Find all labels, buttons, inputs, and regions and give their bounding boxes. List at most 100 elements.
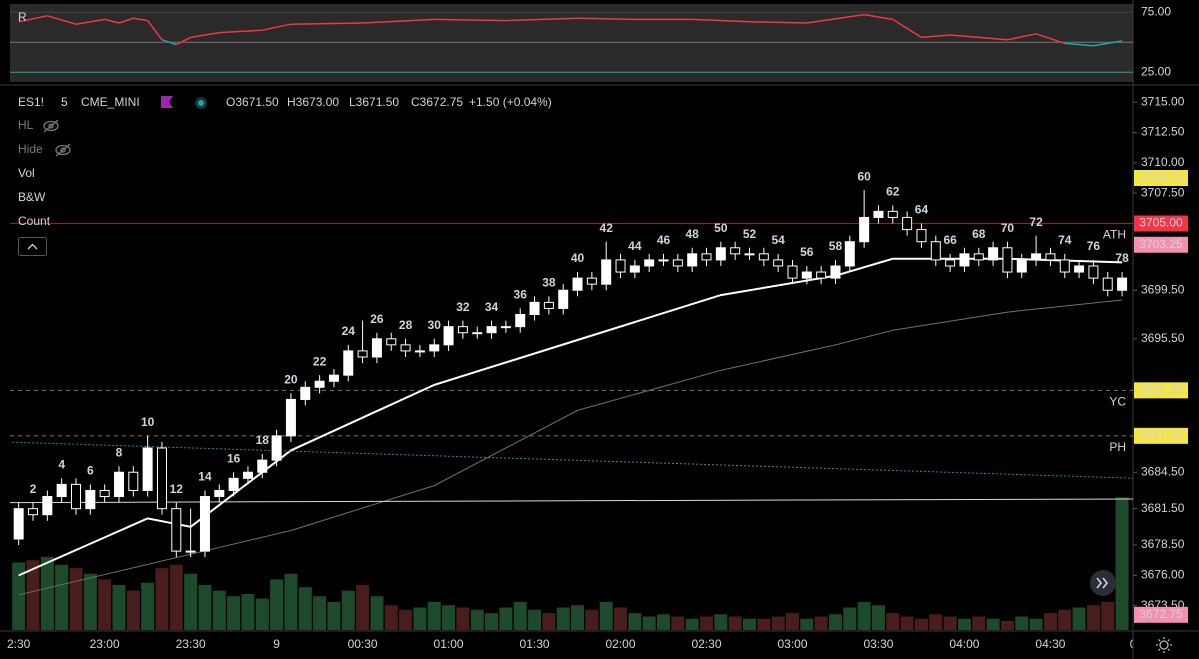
- volume-bar: [771, 616, 785, 630]
- count-label: 56: [800, 245, 814, 259]
- volume-bar: [313, 596, 327, 630]
- ohlc-close: C3672.75: [411, 95, 463, 109]
- count-label: 70: [1001, 221, 1015, 235]
- count-label: 50: [714, 221, 728, 235]
- volume-bar: [83, 573, 97, 630]
- count-label: 20: [284, 373, 298, 387]
- candle-body: [85, 489, 96, 510]
- ohlc-change: +1.50 (+0.04%): [469, 95, 552, 109]
- count-label: 44: [628, 239, 642, 253]
- candle-body: [887, 210, 898, 218]
- time-label: 00:30: [348, 637, 378, 651]
- volume-bar: [714, 614, 728, 630]
- candle-body: [228, 477, 239, 491]
- candle-body: [56, 483, 67, 498]
- candle-body: [500, 326, 511, 329]
- interval[interactable]: 5: [61, 95, 68, 109]
- count-label: 72: [1029, 215, 1043, 229]
- time-label: 01:30: [520, 637, 550, 651]
- volume-bar: [327, 601, 341, 630]
- candle-body: [314, 380, 325, 388]
- eye-off-icon[interactable]: [55, 143, 71, 157]
- volume-bar: [184, 573, 198, 630]
- candle-body: [300, 386, 311, 400]
- rsi-line: [1093, 40, 1123, 47]
- rsi-line: [219, 29, 263, 34]
- count-label: 36: [514, 288, 528, 302]
- volume-bar: [1029, 618, 1043, 630]
- candle-body: [816, 271, 827, 279]
- ohlc-open: O3671.50: [226, 95, 279, 109]
- price-tag: [1134, 606, 1188, 623]
- candle-body: [558, 289, 569, 309]
- symbol[interactable]: ES1!: [18, 95, 44, 109]
- candle-body: [730, 247, 741, 255]
- volume-bar: [1058, 609, 1072, 630]
- volume-bar: [685, 618, 699, 630]
- scroll-icon: [1096, 577, 1109, 589]
- candle-body: [242, 471, 253, 479]
- volume-bar: [785, 613, 799, 630]
- volume-bar: [427, 601, 441, 630]
- count-label: 46: [657, 233, 671, 247]
- candle-body: [701, 253, 712, 261]
- candle-body: [787, 265, 798, 279]
- rsi-line: [262, 23, 292, 31]
- candle-body: [371, 338, 382, 358]
- volume-bar: [55, 564, 69, 630]
- settings-icon[interactable]: [1156, 637, 1172, 653]
- menu-item[interactable]: Vol: [18, 166, 35, 180]
- y-tick-label: 3695.50: [1141, 331, 1185, 345]
- candle-body: [601, 259, 612, 285]
- scroll-to-latest[interactable]: [1090, 570, 1116, 596]
- candle-body: [13, 508, 24, 540]
- candle-body: [128, 471, 139, 491]
- count-label: 14: [198, 470, 212, 484]
- candle-body: [629, 265, 640, 273]
- candle-body: [214, 489, 225, 498]
- candle-body: [1102, 277, 1113, 291]
- candle-body: [930, 241, 941, 261]
- price-tag-label: 3703.25: [1139, 237, 1183, 251]
- eye-off-icon[interactable]: [43, 119, 59, 133]
- menu-item[interactable]: B&W: [18, 190, 46, 204]
- candle-body: [142, 447, 153, 491]
- candle-body: [873, 210, 884, 218]
- volume-bar: [255, 598, 269, 630]
- flag-icon[interactable]: [161, 96, 173, 108]
- volume-bar: [442, 605, 456, 630]
- volume-bar: [728, 616, 742, 630]
- count-label: 24: [342, 324, 356, 338]
- candle-body: [1031, 253, 1042, 261]
- count-label: 8: [116, 445, 123, 459]
- menu-item[interactable]: HL: [18, 118, 34, 132]
- candle-body: [1002, 247, 1013, 273]
- volume-bar: [485, 613, 499, 630]
- level-tag-label: 3687.50: [1139, 428, 1183, 442]
- volume-bar: [700, 616, 714, 630]
- volume-bar: [929, 614, 943, 630]
- rsi-line: [434, 18, 506, 22]
- menu-item[interactable]: Count: [18, 214, 51, 228]
- exchange[interactable]: CME_MINI: [81, 95, 140, 109]
- collapse-button[interactable]: [18, 237, 47, 256]
- candle-body: [285, 398, 296, 437]
- volume-bar: [98, 579, 112, 630]
- rsi-line: [104, 18, 120, 24]
- count-label: 60: [857, 169, 871, 183]
- price-tag-label: 3708.75: [1139, 170, 1183, 184]
- menu-item[interactable]: Hide: [18, 142, 43, 156]
- y-tick-label: 3678.50: [1141, 537, 1185, 551]
- candle-body: [543, 301, 554, 309]
- candle-body: [988, 247, 999, 261]
- candle-body: [615, 259, 626, 273]
- candle-body: [486, 326, 497, 334]
- count-label: 22: [313, 354, 327, 368]
- volume-bar: [556, 607, 570, 630]
- volume-bar: [857, 601, 871, 630]
- volume-bar: [1072, 607, 1086, 630]
- candle-body: [1045, 253, 1056, 261]
- volume-bar: [12, 562, 26, 630]
- time-label: 04:00: [949, 637, 979, 651]
